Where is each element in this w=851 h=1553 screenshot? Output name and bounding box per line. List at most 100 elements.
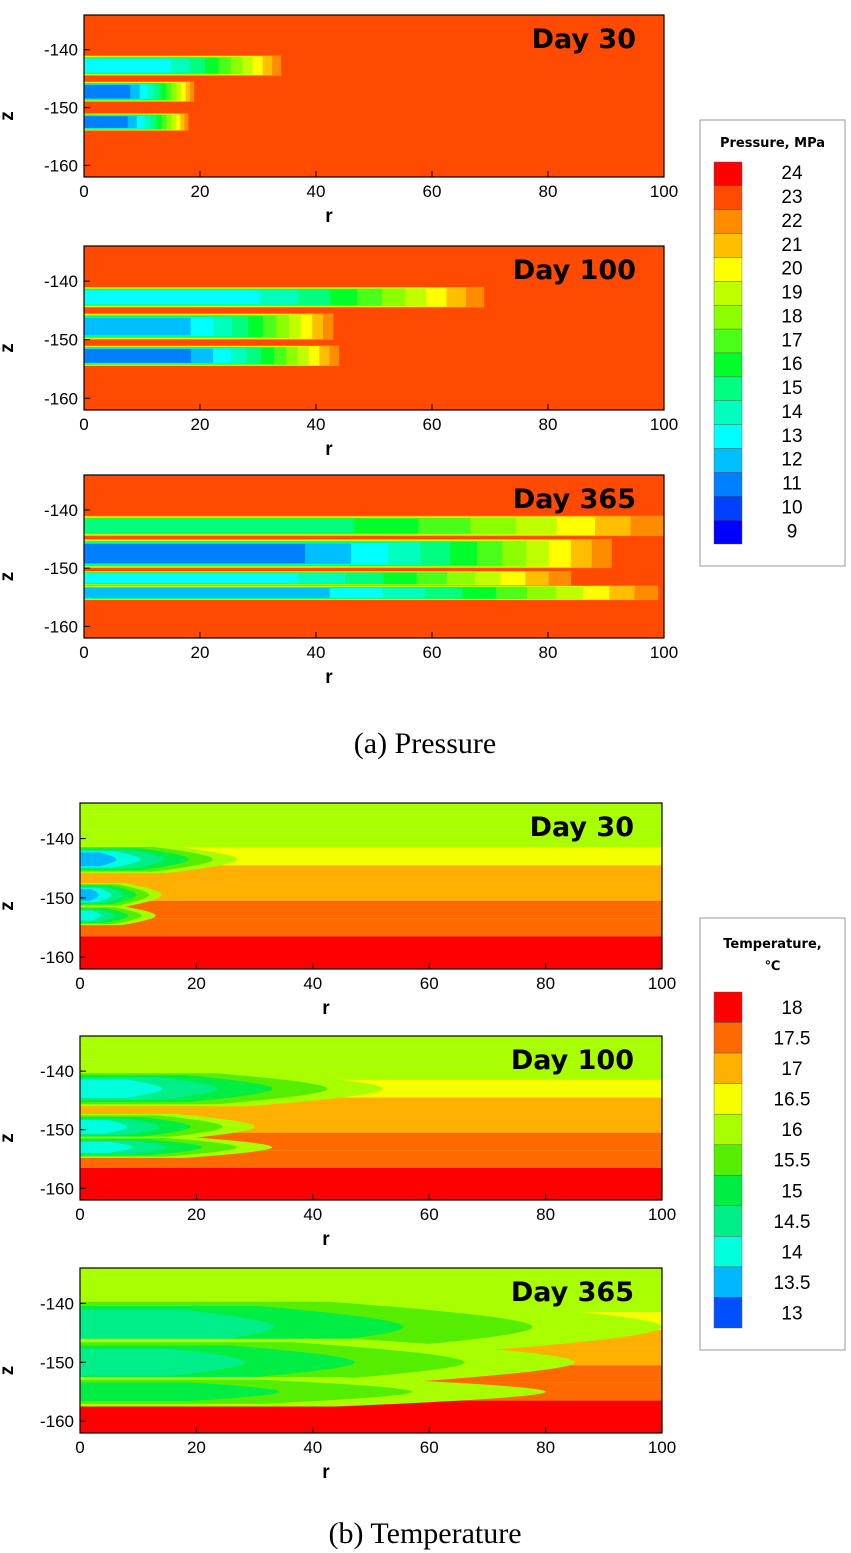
legend-swatch: [713, 376, 743, 401]
x-tick-label: 80: [536, 974, 555, 993]
temperature-caption: (b) Temperature: [328, 1517, 521, 1550]
y-tick-label: -140: [44, 501, 78, 520]
y-tick-label: -160: [40, 1412, 74, 1431]
legend-title: Pressure, MPa: [720, 136, 825, 151]
legend-value: 10: [781, 497, 802, 518]
legend-swatch: [713, 991, 743, 1023]
x-tick-label: 0: [79, 182, 88, 201]
pressure-panel-3: 0 20 40 60 80 100 -140 -150 -160 r z Day 365: [0, 474, 678, 688]
legend-value: 16.5: [774, 1090, 811, 1111]
legend-value: 19: [781, 283, 802, 304]
x-axis-label: r: [322, 1462, 330, 1483]
x-tick-label: 0: [79, 415, 88, 434]
legend-value: 15.5: [774, 1151, 811, 1172]
legend-swatch: [713, 352, 743, 378]
layer-2: [80, 1047, 662, 1063]
temperature-field: [80, 1036, 662, 1200]
legend-value: 14: [781, 402, 803, 423]
pressure-field: [84, 246, 664, 410]
legend-swatch: [713, 209, 743, 234]
legend-value: 18: [781, 998, 802, 1019]
y-tick-label: -140: [44, 272, 78, 291]
band-2-level-12: [84, 317, 191, 336]
pressure-caption: (a) Pressure: [354, 727, 496, 760]
day-label: Day 100: [513, 255, 636, 286]
y-tick-label: -160: [40, 948, 74, 967]
legend-swatch: [713, 328, 743, 354]
plume-1-level-13.5: [80, 852, 117, 867]
x-tick-label: 100: [650, 415, 678, 434]
day-label: Day 30: [530, 812, 634, 843]
legend-swatch: [713, 1266, 743, 1298]
y-tick-label: -140: [40, 1294, 74, 1313]
band-3-level-11: [84, 348, 191, 363]
x-tick-label: 100: [650, 643, 678, 662]
legend-value: 17: [781, 330, 802, 351]
y-tick-label: -150: [40, 889, 74, 908]
y-tick-label: -140: [40, 1062, 74, 1081]
legend-swatch: [713, 185, 743, 210]
x-tick-label: 60: [420, 1438, 439, 1457]
temperature-panel-2: 0 20 40 60 80 100 -140 -150 -160 r z Day 100: [0, 1035, 676, 1250]
legend-value: 13: [781, 1303, 802, 1324]
layer-7: [80, 900, 662, 919]
x-tick-label: 20: [191, 415, 210, 434]
band-4-level-12: [84, 587, 330, 598]
legend-swatch: [713, 1113, 743, 1145]
temperature-legend: Temperature, ℃ 18 17.5 17 16.5 16 15.5 15 14.5 14 1…: [699, 917, 846, 1351]
x-tick-label: 100: [648, 974, 676, 993]
legend-swatch: [713, 1297, 743, 1329]
legend-swatch: [713, 1205, 743, 1237]
x-axis-label: r: [325, 439, 333, 460]
x-tick-label: 80: [539, 182, 558, 201]
legend-value: 15: [781, 378, 802, 399]
x-axis-label: r: [325, 206, 333, 227]
legend-swatch: [713, 281, 743, 306]
x-tick-label: 40: [307, 643, 326, 662]
y-tick-label: -160: [44, 389, 78, 408]
plume-2-level-14.5: [80, 1348, 245, 1376]
y-tick-label: -150: [44, 331, 78, 350]
band-1-level-13: [84, 58, 171, 73]
layer-3: [80, 829, 662, 848]
y-axis-label: z: [0, 1133, 18, 1143]
x-tick-label: 40: [303, 974, 322, 993]
legend-swatch: [713, 519, 743, 545]
pressure-panel-2: 0 20 40 60 80 100 -140 -150 -160 r z Day 100: [0, 245, 678, 460]
layer-2: [80, 814, 662, 830]
layer-9: [80, 936, 662, 969]
pressure-field: [84, 475, 664, 638]
x-tick-label: 40: [307, 182, 326, 201]
x-tick-label: 80: [539, 415, 558, 434]
x-tick-label: 100: [650, 182, 678, 201]
layer-6: [80, 883, 662, 901]
plume-2-level-14: [80, 1119, 128, 1134]
pressure-panel-1: 0 20 40 60 80 100 -140 -150 -160 r z Day 30: [0, 14, 678, 227]
y-tick-label: -150: [40, 1353, 74, 1372]
y-tick-label: -150: [44, 559, 78, 578]
legend-value: 16: [781, 354, 802, 375]
legend-swatch: [713, 496, 743, 521]
x-tick-label: 60: [420, 974, 439, 993]
y-tick-label: -150: [44, 99, 78, 118]
legend-swatch: [713, 1052, 743, 1084]
legend-swatch: [713, 257, 743, 282]
pressure-field: [84, 15, 664, 177]
y-axis-label: z: [0, 343, 18, 353]
x-tick-label: 20: [187, 974, 206, 993]
y-tick-label: -140: [40, 830, 74, 849]
legend-swatch: [713, 1022, 743, 1054]
day-label: Day 365: [511, 1277, 634, 1308]
x-tick-label: 80: [536, 1205, 555, 1224]
band-2-level-11: [84, 543, 306, 564]
x-axis-label: r: [322, 998, 330, 1019]
legend-value: 14.5: [774, 1212, 811, 1233]
y-tick-label: -140: [44, 41, 78, 60]
layer-1: [80, 1268, 662, 1280]
x-tick-label: 0: [79, 643, 88, 662]
plot-frame: [83, 474, 665, 639]
x-tick-label: 60: [423, 182, 442, 201]
x-tick-label: 20: [187, 1438, 206, 1457]
x-tick-label: 80: [539, 643, 558, 662]
band-2-level-11: [84, 84, 131, 99]
